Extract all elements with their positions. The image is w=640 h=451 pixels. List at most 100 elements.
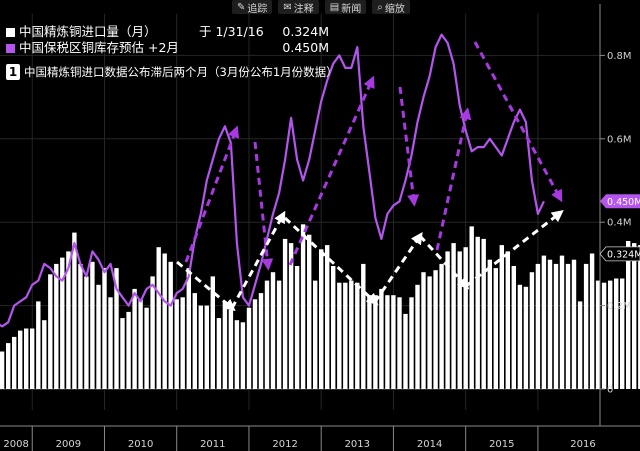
bar <box>614 278 619 389</box>
purple-arrow-4 <box>398 86 420 207</box>
bar <box>523 286 529 389</box>
bar <box>0 351 5 389</box>
bar <box>210 276 215 389</box>
bar <box>36 301 41 389</box>
bar <box>192 293 197 389</box>
annotate-button[interactable]: ✎ 追踪 <box>232 0 273 15</box>
bar <box>168 261 173 389</box>
legend-swatch-purple <box>6 43 15 53</box>
bar <box>276 280 282 389</box>
bar <box>608 280 613 389</box>
comment-button[interactable]: ✉ 注释 <box>278 0 319 15</box>
bar <box>198 305 203 389</box>
bar <box>463 247 468 389</box>
white-arrow-6 <box>465 210 564 288</box>
bar <box>72 232 77 389</box>
y-tick-label: 0.6M <box>607 134 632 145</box>
bar <box>511 266 516 389</box>
legend: 中国精炼铜进口量（月） 于 1/31/16 0.324M 中国保税区铜库存预估 … <box>6 24 329 56</box>
x-tick-label: 2013 <box>345 439 370 450</box>
bar <box>367 295 372 389</box>
bar <box>246 307 252 389</box>
bar <box>601 282 607 389</box>
bar <box>541 255 547 389</box>
bar <box>186 268 191 389</box>
legend-date: 于 1/31/16 <box>199 24 264 39</box>
bar <box>409 297 414 389</box>
bar <box>300 224 306 389</box>
note-text: 中国精炼铜进口数据公布滞后两个月（3月份公布1月份数据） <box>24 65 338 79</box>
bar <box>391 295 396 389</box>
bar <box>439 263 444 389</box>
bar <box>373 295 378 389</box>
bar <box>583 263 589 389</box>
bars-layer <box>0 224 640 390</box>
bar <box>499 245 504 389</box>
bar <box>216 318 222 389</box>
bar <box>589 253 595 389</box>
bar <box>307 234 312 389</box>
bar <box>638 245 640 389</box>
x-tick-label: 2012 <box>272 439 297 450</box>
note-badge: 1 <box>6 64 20 80</box>
y-tick-label: 0.2M <box>607 301 632 312</box>
bar <box>457 251 462 389</box>
bar <box>132 288 137 389</box>
bar <box>325 245 330 389</box>
x-tick-label: 2010 <box>128 439 153 450</box>
bar <box>385 295 390 389</box>
news-icon: ▤ <box>329 1 340 13</box>
bar <box>529 272 535 389</box>
bar <box>595 280 601 389</box>
bar <box>180 297 185 389</box>
bar <box>84 276 89 389</box>
bar <box>144 307 149 389</box>
bar <box>270 272 276 389</box>
bar <box>108 297 113 389</box>
news-button[interactable]: ▤ 新闻 <box>324 0 367 15</box>
legend-swatch-white <box>6 27 15 37</box>
bar <box>66 251 71 389</box>
x-tick-label: 2014 <box>417 439 442 450</box>
bar <box>620 278 625 389</box>
y-tick-label: 0 <box>607 385 613 396</box>
bar <box>505 251 510 389</box>
bar <box>421 272 426 389</box>
purple-arrow-5 <box>435 107 472 251</box>
bar <box>475 236 480 389</box>
bar <box>553 263 559 389</box>
purple-arrow-6 <box>473 41 563 203</box>
comment-label: 注释 <box>293 3 314 15</box>
bar <box>445 251 450 389</box>
bar <box>12 336 17 389</box>
bar <box>565 263 571 389</box>
bar <box>294 266 300 389</box>
zoom-icon: ⌕ <box>377 1 383 13</box>
x-tick-label: 2011 <box>200 439 225 450</box>
bar <box>481 238 486 389</box>
annotation-arrows <box>176 41 564 312</box>
bar <box>379 288 384 389</box>
bar <box>252 299 258 389</box>
bar <box>487 259 492 389</box>
value-tag-imports <box>599 246 640 262</box>
zoom-button[interactable]: ⌕ 缩放 <box>372 0 410 15</box>
comment-icon: ✉ <box>283 1 292 13</box>
bar <box>6 343 11 389</box>
bar <box>403 313 408 389</box>
bar <box>138 299 143 389</box>
legend-label-inventory: 中国保税区铜库存预估 +2月 <box>19 40 179 55</box>
annotation-note: 1 中国精炼铜进口数据公布滞后两个月（3月份公布1月份数据） <box>6 64 338 80</box>
legend-label-imports: 中国精炼铜进口量（月） <box>19 24 157 39</box>
bar <box>234 320 240 389</box>
bar <box>397 297 402 389</box>
bar <box>571 259 577 389</box>
bar <box>427 276 432 389</box>
zoom-label: 缩放 <box>384 3 405 15</box>
x-tick-label: 2008 <box>3 439 28 450</box>
bar <box>96 284 101 390</box>
bar <box>282 238 288 389</box>
bar <box>517 284 523 390</box>
bar <box>18 330 23 389</box>
